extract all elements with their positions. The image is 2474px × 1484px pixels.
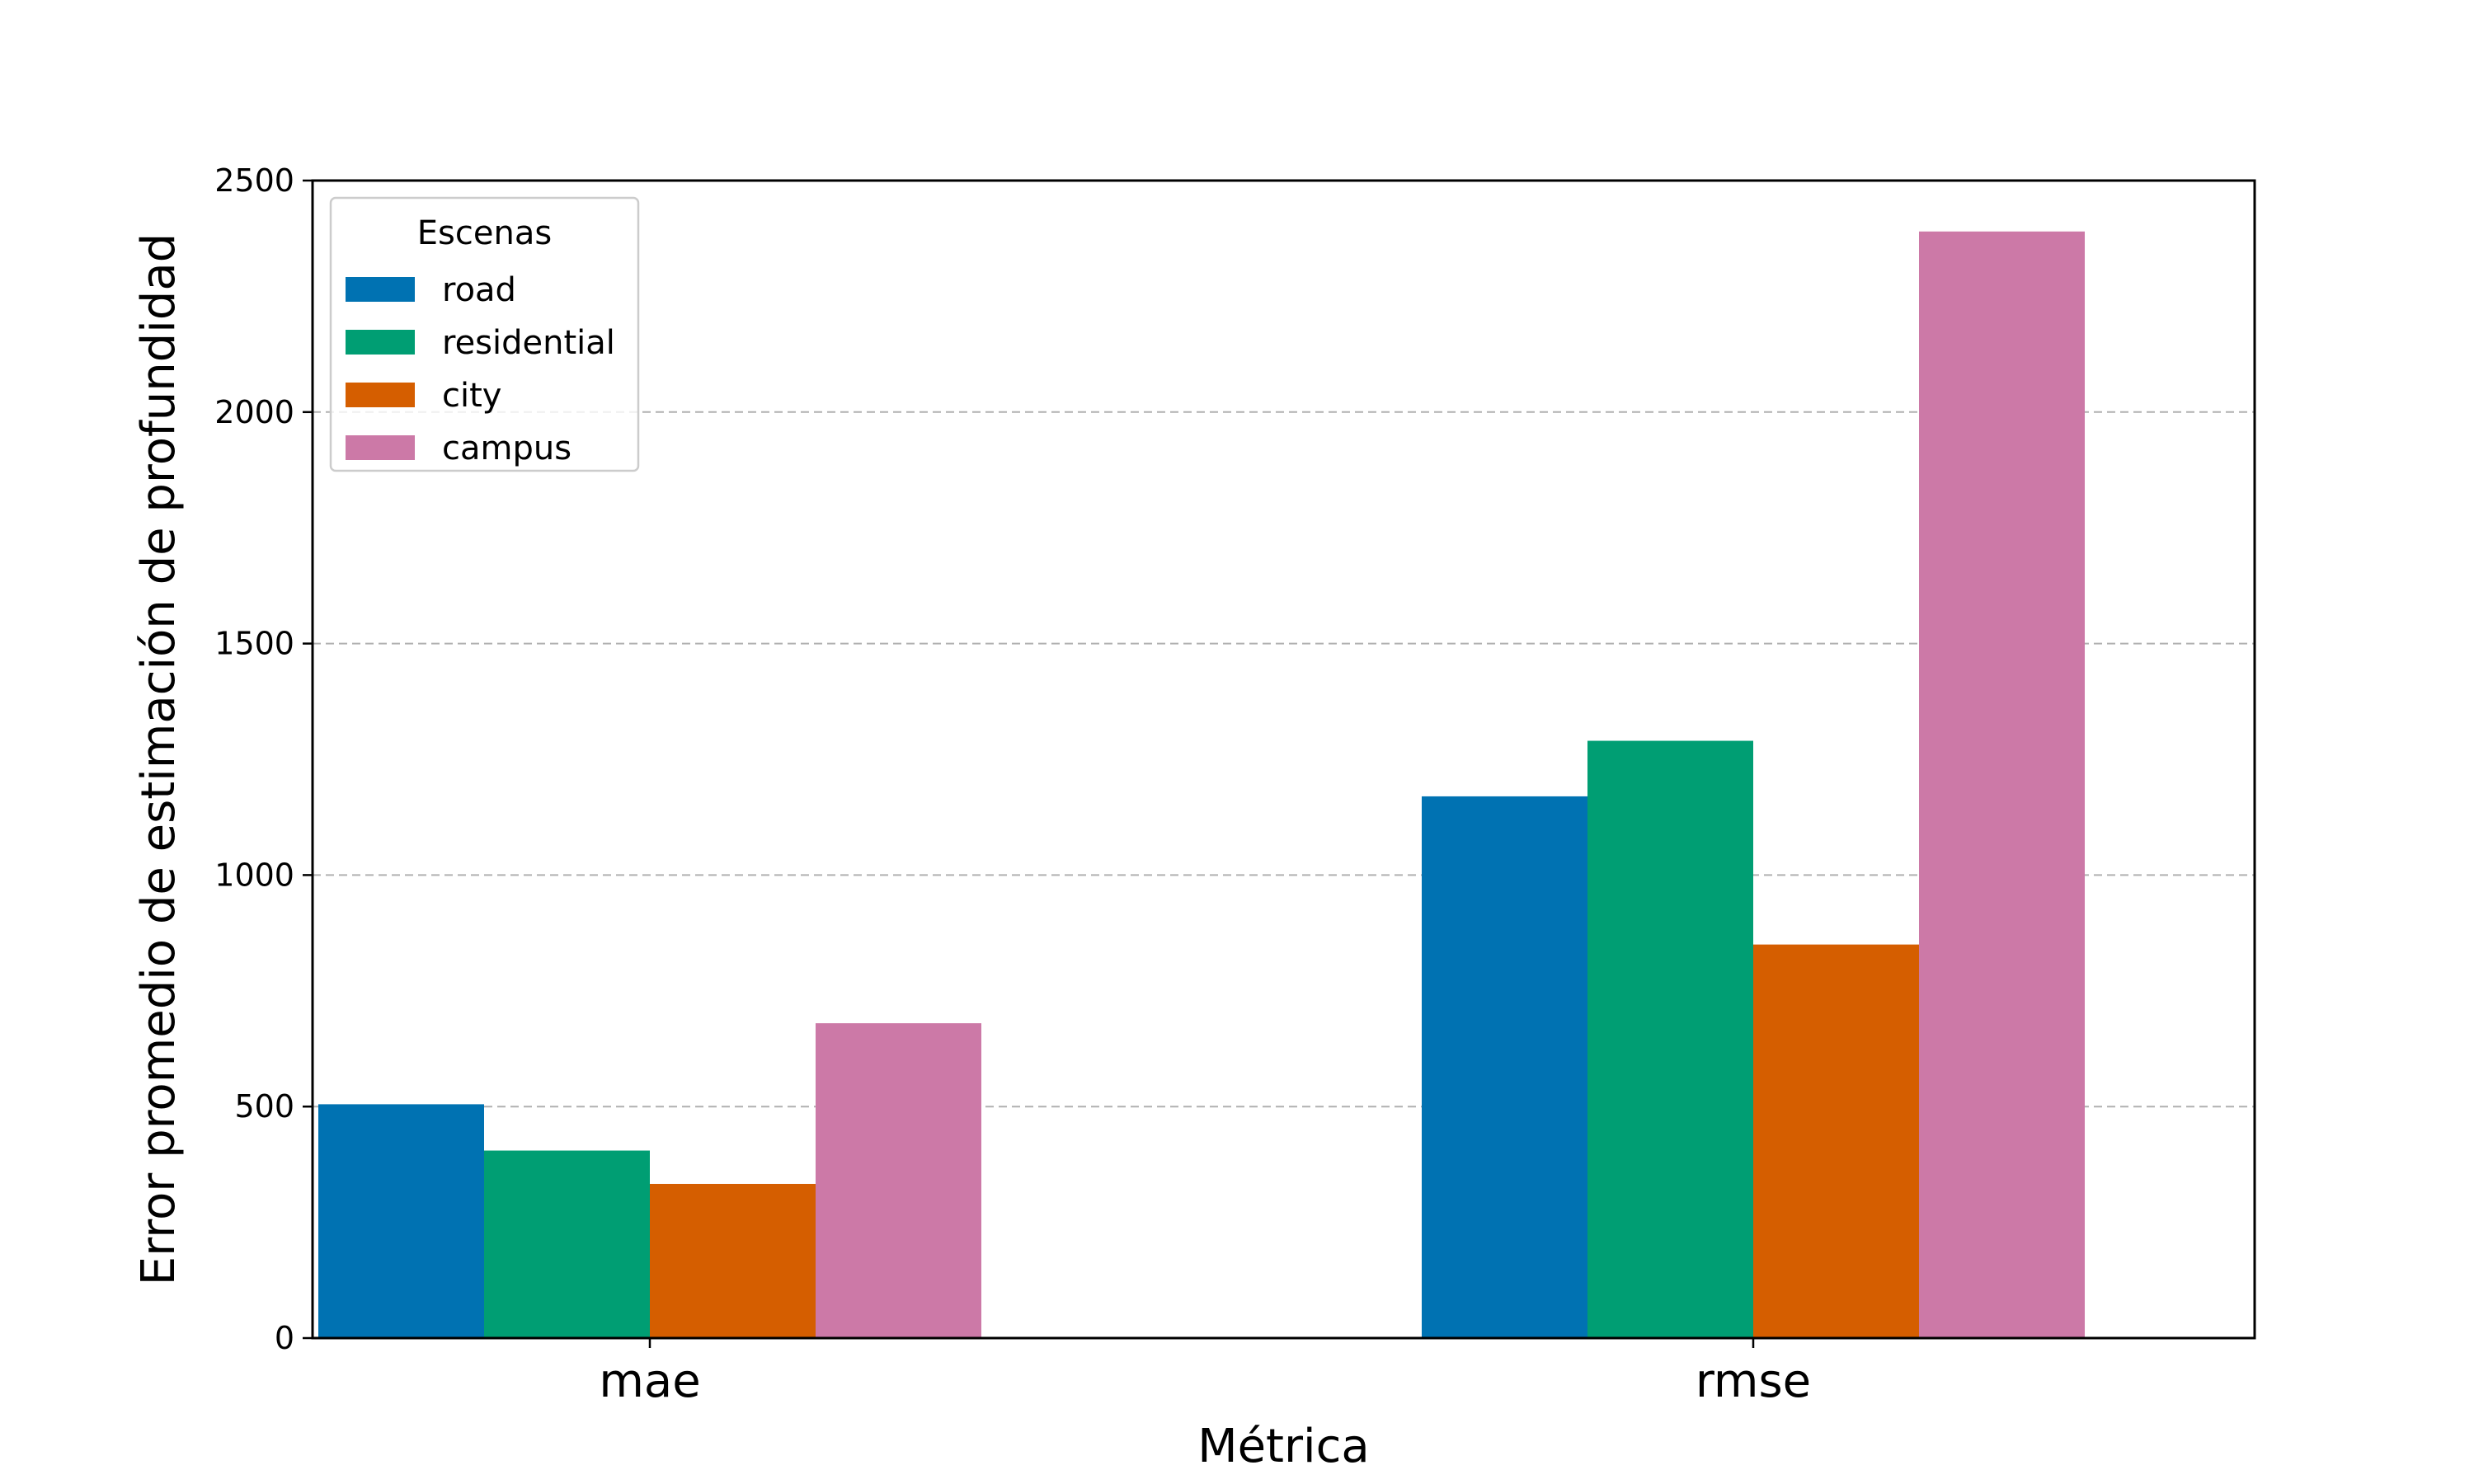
bar-city-mae [650, 1183, 816, 1338]
legend-label-campus: campus [442, 430, 571, 467]
x-axis: mae rmse [599, 1338, 1811, 1408]
y-tick-label: 1000 [214, 857, 294, 893]
y-tick-label: 2000 [214, 394, 294, 430]
legend: Escenas road residential city campus [329, 196, 640, 472]
bar-residential-rmse [1587, 740, 1753, 1338]
y-tick-label: 1500 [214, 626, 294, 662]
bars [318, 231, 2085, 1338]
legend-label-residential: residential [442, 324, 615, 362]
bar-campus-rmse [1919, 231, 2085, 1338]
x-tick-label: mae [599, 1355, 700, 1408]
x-tick-label: rmse [1696, 1355, 1811, 1408]
bar-road-mae [318, 1104, 484, 1338]
legend-title: Escenas [417, 214, 552, 252]
x-axis-label: Métrica [1197, 1420, 1369, 1473]
legend-swatch-city [346, 383, 415, 407]
bar-road-rmse [1422, 796, 1587, 1338]
y-tick-label: 0 [275, 1320, 294, 1356]
bar-residential-mae [484, 1150, 650, 1338]
y-tick-label: 500 [234, 1088, 294, 1125]
legend-swatch-road [346, 277, 415, 302]
bar-campus-mae [816, 1023, 981, 1338]
legend-label-road: road [442, 271, 516, 309]
legend-label-city: city [442, 377, 501, 415]
y-axis-label: Error promedio de estimación de profundi… [132, 233, 186, 1285]
y-tick-label: 2500 [214, 162, 294, 199]
y-axis: 0 500 1000 1500 2000 2500 [214, 162, 313, 1356]
plot-frame [311, 179, 2256, 1340]
legend-swatch-residential [346, 330, 415, 355]
legend-swatch-campus [346, 435, 415, 460]
bar-city-rmse [1753, 944, 1919, 1338]
